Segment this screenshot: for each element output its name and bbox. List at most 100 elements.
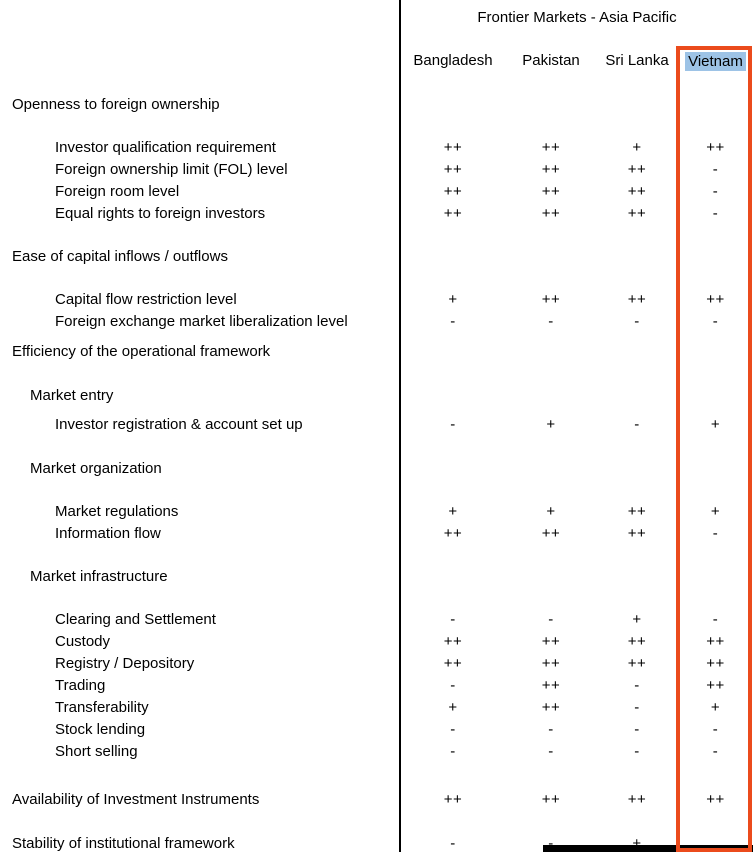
rating-cell: + [632, 139, 642, 156]
table-row: Ease of capital inflows / outflows [0, 246, 753, 268]
column-header-srilanka-label: Sri Lanka [605, 52, 669, 69]
table-row: Stock lending - - - - [0, 719, 753, 741]
rating-cell: + [448, 699, 458, 716]
table-row: Investor registration & account set up - +… [0, 414, 753, 436]
table-row: Openness to foreign ownership [0, 94, 753, 116]
rating-cell: ++ [541, 161, 561, 178]
rating-cell: - [634, 743, 640, 760]
row-label: Market organization [30, 460, 162, 477]
rating-cell: ++ [541, 183, 561, 200]
row-label: Market entry [30, 387, 114, 404]
rating-cell: ++ [627, 791, 647, 808]
rating-cell: - [548, 611, 554, 628]
rating-cell: ++ [541, 291, 561, 308]
rating-cell: ++ [443, 205, 463, 222]
rating-cell [678, 458, 753, 480]
rating-cell: ++ [443, 655, 463, 672]
rating-cell: ++ [627, 655, 647, 672]
rating-cell [400, 566, 506, 588]
table-row: Market infrastructure [0, 566, 753, 588]
row-label: Trading [55, 677, 106, 694]
rating-cell: - [548, 743, 554, 760]
rating-cell: - [450, 743, 456, 760]
row-label: Foreign exchange market liberalization l… [55, 313, 348, 330]
table-row: Equal rights to foreign investors ++ ++ ++ - [0, 203, 753, 225]
table-row: Registry / Depository ++ ++ ++ ++ [0, 653, 753, 675]
table-row: Availability of Investment Instruments ++… [0, 789, 753, 811]
row-label: Market regulations [55, 503, 179, 520]
row-label: Transferability [55, 699, 149, 716]
row-label: Foreign ownership limit (FOL) level [55, 161, 288, 178]
row-label: Stability of institutional framework [12, 835, 235, 852]
rating-cell: + [546, 503, 556, 520]
row-label: Foreign room level [55, 183, 180, 200]
rating-cell [678, 385, 753, 407]
table-row: Stability of institutional framework - - + [0, 833, 753, 852]
rating-cell [506, 458, 596, 480]
column-header-pakistan: Pakistan [506, 52, 596, 71]
rating-cell: - [450, 835, 456, 852]
table-row: Short selling - - - - [0, 741, 753, 763]
table-row: Foreign exchange market liberalization l… [0, 311, 753, 333]
rating-cell [506, 246, 596, 268]
row-label: Clearing and Settlement [55, 611, 216, 628]
rating-cell: - [450, 721, 456, 738]
table-row: Market regulations + + ++ + [0, 501, 753, 523]
row-label: Investor qualification requirement [55, 139, 276, 156]
rating-cell: - [712, 721, 719, 738]
rating-cell [678, 341, 753, 363]
rating-cell: ++ [541, 525, 561, 542]
rating-cell: ++ [443, 183, 463, 200]
rating-cell: ++ [706, 677, 725, 694]
rating-cell: - [712, 525, 719, 542]
rating-cell: - [634, 677, 640, 694]
row-label: Capital flow restriction level [55, 291, 237, 308]
rating-cell: - [634, 721, 640, 738]
table-rows: Openness to foreign ownership Investor qu… [0, 94, 753, 852]
rating-cell: ++ [541, 677, 561, 694]
rating-cell [678, 246, 753, 268]
table-title: Frontier Markets - Asia Pacific [477, 9, 677, 26]
table-row: Investor qualification requirement ++ ++ + +… [0, 137, 753, 159]
row-label: Efficiency of the operational framework [12, 343, 271, 360]
rating-cell: - [634, 416, 640, 433]
table-row: Efficiency of the operational framework [0, 341, 753, 363]
row-label: Registry / Depository [55, 655, 195, 672]
rating-cell: - [450, 416, 456, 433]
row-label: Investor registration & account set up [55, 416, 303, 433]
table-row: Foreign ownership limit (FOL) level ++ ++ +… [0, 159, 753, 181]
column-divider-line [399, 0, 401, 852]
table-row: Information flow ++ ++ ++ - [0, 523, 753, 545]
rating-cell [506, 341, 596, 363]
rating-cell: ++ [443, 161, 463, 178]
rating-cell [596, 246, 678, 268]
rating-cell: + [448, 503, 458, 520]
rating-cell: ++ [706, 291, 725, 308]
rating-cell: + [710, 503, 721, 520]
rating-cell: ++ [627, 525, 647, 542]
rating-cell [400, 94, 506, 116]
rating-cell [678, 94, 753, 116]
rating-cell: ++ [443, 791, 463, 808]
vietnam-header-selection: Vietnam [685, 52, 746, 71]
rating-cell: ++ [541, 633, 561, 650]
rating-cell: - [548, 313, 554, 330]
row-label: Information flow [55, 525, 161, 542]
bottom-cropped-element [543, 845, 753, 852]
rating-cell: ++ [706, 139, 725, 156]
column-header-bangladesh: Bangladesh [400, 52, 506, 71]
rating-cell [506, 566, 596, 588]
rating-cell: ++ [627, 291, 647, 308]
rating-cell [596, 385, 678, 407]
rating-cell: ++ [443, 525, 463, 542]
table-row: Transferability + ++ - + [0, 697, 753, 719]
rating-cell [506, 94, 596, 116]
rating-cell: + [632, 611, 642, 628]
rating-cell [506, 385, 596, 407]
column-header-bangladesh-label: Bangladesh [413, 52, 493, 69]
column-header-pakistan-label: Pakistan [522, 52, 580, 69]
rating-cell: ++ [627, 503, 647, 520]
rating-cell: ++ [627, 205, 647, 222]
rating-cell: - [634, 699, 640, 716]
